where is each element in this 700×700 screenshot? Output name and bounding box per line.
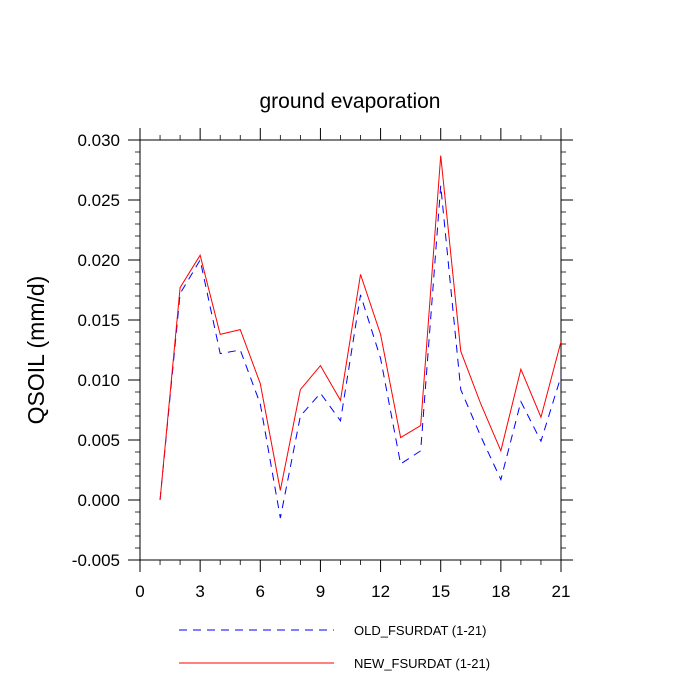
series-line-new-fsurdat: [159, 155, 562, 501]
x-tick-label: 3: [195, 582, 204, 601]
x-tick-label: 15: [431, 582, 450, 601]
x-tick-label: 18: [491, 582, 510, 601]
x-tick-label: 9: [316, 582, 325, 601]
x-tick-label: 0: [135, 582, 144, 601]
y-tick-label: 0.000: [77, 491, 120, 510]
legend-label-old-fsurdat: OLD_FSURDAT (1-21): [354, 623, 486, 638]
plot-frame: [139, 139, 562, 561]
legend: OLD_FSURDAT (1-21) NEW_FSURDAT (1-21): [179, 623, 490, 671]
y-axis-label: QSOIL (mm/d): [23, 276, 49, 425]
y-tick-label: 0.005: [77, 431, 120, 450]
series-line-old-fsurdat: [159, 185, 562, 519]
x-tick-label: 21: [552, 582, 571, 601]
plot-area: 0 3 6 9 12 15 18 21 -0.005 0.000 0.005 0.010 0.015 0.…: [72, 128, 573, 601]
y-tick-label: 0.020: [77, 251, 120, 270]
legend-label-new-fsurdat: NEW_FSURDAT (1-21): [354, 656, 490, 671]
y-tick-label: 0.015: [77, 311, 120, 330]
y-tick-label: 0.025: [77, 191, 120, 210]
y-tick-label: 0.030: [77, 131, 120, 150]
chart-title: ground evaporation: [260, 90, 441, 113]
y-tick-label: -0.005: [72, 551, 120, 570]
y-tick-label: 0.010: [77, 371, 120, 390]
x-tick-label: 12: [371, 582, 390, 601]
x-tick-label: 6: [256, 582, 265, 601]
